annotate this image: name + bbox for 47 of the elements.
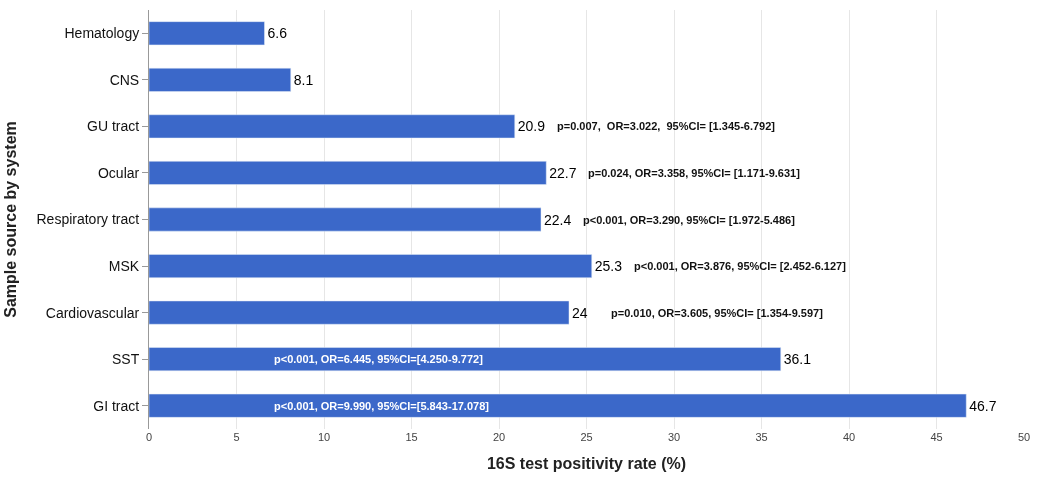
x-tick-label: 20 <box>492 431 506 443</box>
y-tick-label: GI tract <box>93 397 140 414</box>
data-label: 22.4 <box>544 211 572 228</box>
data-label: 25.3 <box>594 258 623 275</box>
data-label: 8.1 <box>293 71 314 88</box>
x-tick-label: 15 <box>405 431 418 443</box>
bar <box>149 114 515 139</box>
annotation: p=0.010, OR=3.605, 95%CI= [1.354-9.597] <box>611 307 824 319</box>
x-tick-label: 10 <box>317 431 331 443</box>
x-axis-title: 16S test positivity rate (%) <box>486 454 687 472</box>
annotation: p=0.007, OR=3.022, 95%CI= [1.345-6.792] <box>557 120 776 132</box>
bar <box>149 347 781 372</box>
x-tick-label: 40 <box>842 431 856 443</box>
annotation: p=0.024, OR=3.358, 95%CI= [1.171-9.631] <box>588 167 801 179</box>
bar <box>149 161 547 185</box>
x-tick-label: 35 <box>755 431 768 443</box>
y-tick-label: MSK <box>108 257 140 274</box>
y-tick-label: GU tract <box>87 118 140 135</box>
bar <box>149 254 592 278</box>
data-label: 36.1 <box>783 351 812 368</box>
data-label: 20.9 <box>517 118 546 135</box>
y-tick-label: Respiratory tract <box>36 211 140 228</box>
bar <box>149 300 570 325</box>
data-label: 22.7 <box>549 164 577 181</box>
annotation: p<0.001, OR=9.990, 95%CI=[5.843-17.078] <box>274 400 490 412</box>
x-tick-label: 30 <box>667 431 681 443</box>
annotation: p<0.001, OR=3.290, 95%CI= [1.972-5.486] <box>583 214 796 226</box>
y-tick-label: SST <box>111 351 140 368</box>
y-tick-label: Hematology <box>64 25 140 42</box>
y-tick-label: CNS <box>109 71 140 88</box>
y-tick-label: Ocular <box>97 164 140 181</box>
bar <box>149 21 265 46</box>
bar <box>149 393 967 418</box>
x-tick-label: 45 <box>930 431 943 443</box>
x-tick-label: 50 <box>1017 431 1031 443</box>
annotation: p<0.001, OR=6.445, 95%CI=[4.250-9.772] <box>274 353 484 365</box>
x-tick-label: 25 <box>580 431 593 443</box>
y-axis-title: Sample source by system <box>2 121 20 318</box>
bar <box>149 207 542 232</box>
x-tick-label: 5 <box>233 431 240 443</box>
data-label: 24 <box>572 304 588 321</box>
annotation: p<0.001, OR=3.876, 95%CI= [2.452-6.127] <box>634 260 847 272</box>
y-tick-label: Cardiovascular <box>45 304 140 321</box>
x-tick-label: 0 <box>145 431 153 443</box>
data-label: 46.7 <box>969 397 997 414</box>
bar <box>149 67 291 92</box>
data-label: 6.6 <box>267 25 288 42</box>
